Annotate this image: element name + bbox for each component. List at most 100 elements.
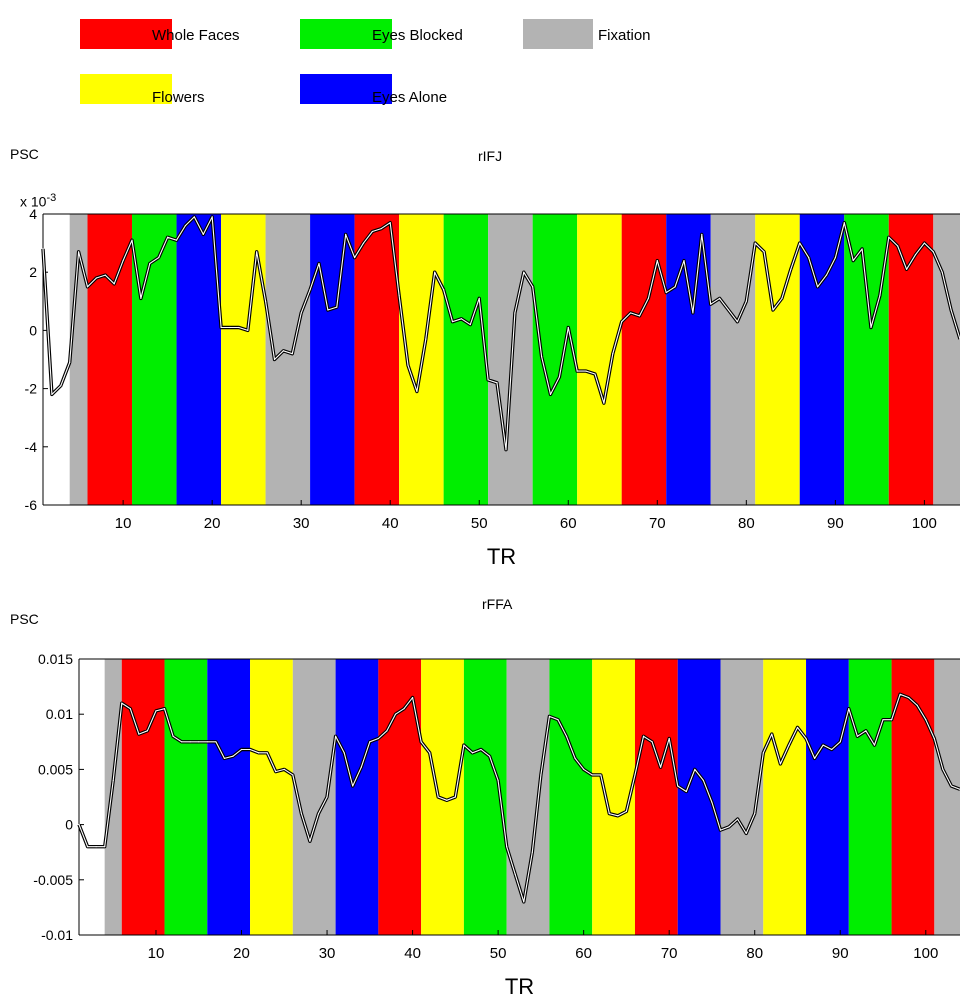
chart2-point bbox=[258, 752, 260, 754]
chart2-point bbox=[386, 730, 388, 732]
chart2-point bbox=[95, 846, 97, 848]
chart1-ytick-label: 4 bbox=[29, 206, 37, 222]
chart1-point bbox=[816, 286, 819, 288]
chart2-point bbox=[916, 704, 918, 706]
chart1-point bbox=[78, 251, 80, 253]
chart1-point bbox=[879, 294, 881, 297]
chart1-point bbox=[567, 326, 569, 329]
chart1-point bbox=[914, 254, 917, 256]
chart1-xtick-label: 100 bbox=[912, 515, 937, 532]
chart1-point bbox=[549, 393, 552, 396]
chart2-point bbox=[266, 752, 268, 754]
chart2-point bbox=[754, 812, 756, 815]
chart1-point bbox=[710, 303, 712, 305]
chart2-point bbox=[446, 799, 448, 801]
chart1-xtick-label: 80 bbox=[738, 515, 755, 532]
chart1-point bbox=[719, 297, 721, 299]
chart2-point bbox=[198, 741, 200, 743]
chart2-point bbox=[411, 697, 414, 699]
chart1-block-4 bbox=[176, 214, 222, 505]
chart2-xtick-label: 50 bbox=[490, 945, 507, 962]
chart1-point bbox=[229, 326, 231, 329]
chart2-point bbox=[189, 741, 191, 743]
chart2-block-14 bbox=[634, 659, 678, 935]
chart1-point bbox=[60, 385, 62, 387]
chart1-block-19 bbox=[844, 214, 889, 505]
chart2-point bbox=[377, 737, 379, 740]
chart1-point bbox=[443, 289, 445, 291]
chart2-point bbox=[591, 774, 593, 776]
chart2-point bbox=[514, 873, 516, 875]
chart2-point bbox=[129, 708, 131, 710]
chart1-point bbox=[612, 353, 614, 355]
chart1-block-15 bbox=[666, 214, 711, 505]
chart1-point bbox=[193, 216, 195, 218]
chart2-point bbox=[497, 779, 499, 782]
chart1-xtick-label: 40 bbox=[382, 515, 399, 532]
chart1-ytick-label: -2 bbox=[25, 381, 38, 397]
chart1-point bbox=[540, 355, 543, 358]
chart1-point bbox=[122, 259, 124, 262]
chart1-point bbox=[825, 274, 828, 276]
chart2-point bbox=[232, 755, 234, 757]
chart2-point bbox=[343, 752, 345, 754]
chart1-y-multiplier-base: x 10 bbox=[20, 193, 47, 210]
chart2-block-1 bbox=[104, 659, 122, 935]
chart1-point bbox=[336, 306, 338, 308]
chart1-title: rIFJ bbox=[478, 148, 503, 164]
chart2-point bbox=[86, 846, 89, 848]
chart2-point bbox=[104, 846, 106, 848]
chart2-point bbox=[454, 796, 456, 798]
chart1-point bbox=[923, 242, 925, 244]
chart2-point bbox=[317, 812, 320, 815]
chart2-point bbox=[540, 774, 542, 776]
chart2-point bbox=[172, 735, 174, 737]
chart2-point bbox=[574, 757, 576, 759]
chart2-block-5 bbox=[250, 659, 293, 935]
chart1-point bbox=[238, 326, 240, 329]
chart2-block-2 bbox=[121, 659, 165, 935]
chart1-point bbox=[451, 321, 454, 323]
chart2-block-19 bbox=[848, 659, 892, 935]
chart1-block-8 bbox=[354, 214, 400, 505]
chart2-xtick-label: 80 bbox=[746, 945, 763, 962]
chart2-ytick-label: 0 bbox=[65, 817, 73, 833]
chart2-xtick-label: 30 bbox=[319, 945, 336, 962]
chart2-xtick-label: 40 bbox=[404, 945, 421, 962]
chart2-point bbox=[506, 846, 508, 848]
chart1-xtick-label: 60 bbox=[560, 515, 577, 532]
chart2-point bbox=[394, 713, 397, 715]
chart1-point bbox=[638, 315, 641, 317]
chart1-point bbox=[380, 227, 382, 230]
chart1-block-13 bbox=[577, 214, 622, 505]
chart1-xtick-label: 50 bbox=[471, 515, 488, 532]
chart2-point bbox=[856, 735, 858, 737]
chart1-point bbox=[683, 259, 685, 262]
chart1-point bbox=[167, 236, 169, 238]
chart1-xtick-label: 20 bbox=[204, 515, 221, 532]
chart1-point bbox=[941, 271, 943, 273]
chart1-point bbox=[674, 286, 676, 288]
chart2-point bbox=[471, 752, 474, 754]
chart2-block-7 bbox=[335, 659, 379, 935]
chart2-point bbox=[223, 757, 226, 759]
chart1-block-12 bbox=[532, 214, 578, 505]
chart2-point bbox=[583, 768, 585, 771]
chart2-block-20 bbox=[891, 659, 935, 935]
chart2-point bbox=[651, 741, 653, 743]
chart2-point bbox=[523, 901, 525, 903]
chart1-point bbox=[505, 449, 507, 451]
chart2-block-11 bbox=[506, 659, 550, 935]
chart2-point bbox=[694, 768, 696, 771]
chart2-point bbox=[163, 708, 166, 710]
chart2-point bbox=[146, 730, 149, 732]
chart2-point bbox=[531, 851, 533, 853]
legend-swatch-whole-faces bbox=[80, 19, 172, 49]
chart2-point bbox=[369, 741, 371, 743]
chart2-point bbox=[779, 763, 781, 765]
chart1-point bbox=[932, 251, 934, 253]
chart2-point bbox=[292, 774, 294, 776]
chart2-point bbox=[112, 779, 114, 782]
chart2-point bbox=[737, 818, 739, 820]
